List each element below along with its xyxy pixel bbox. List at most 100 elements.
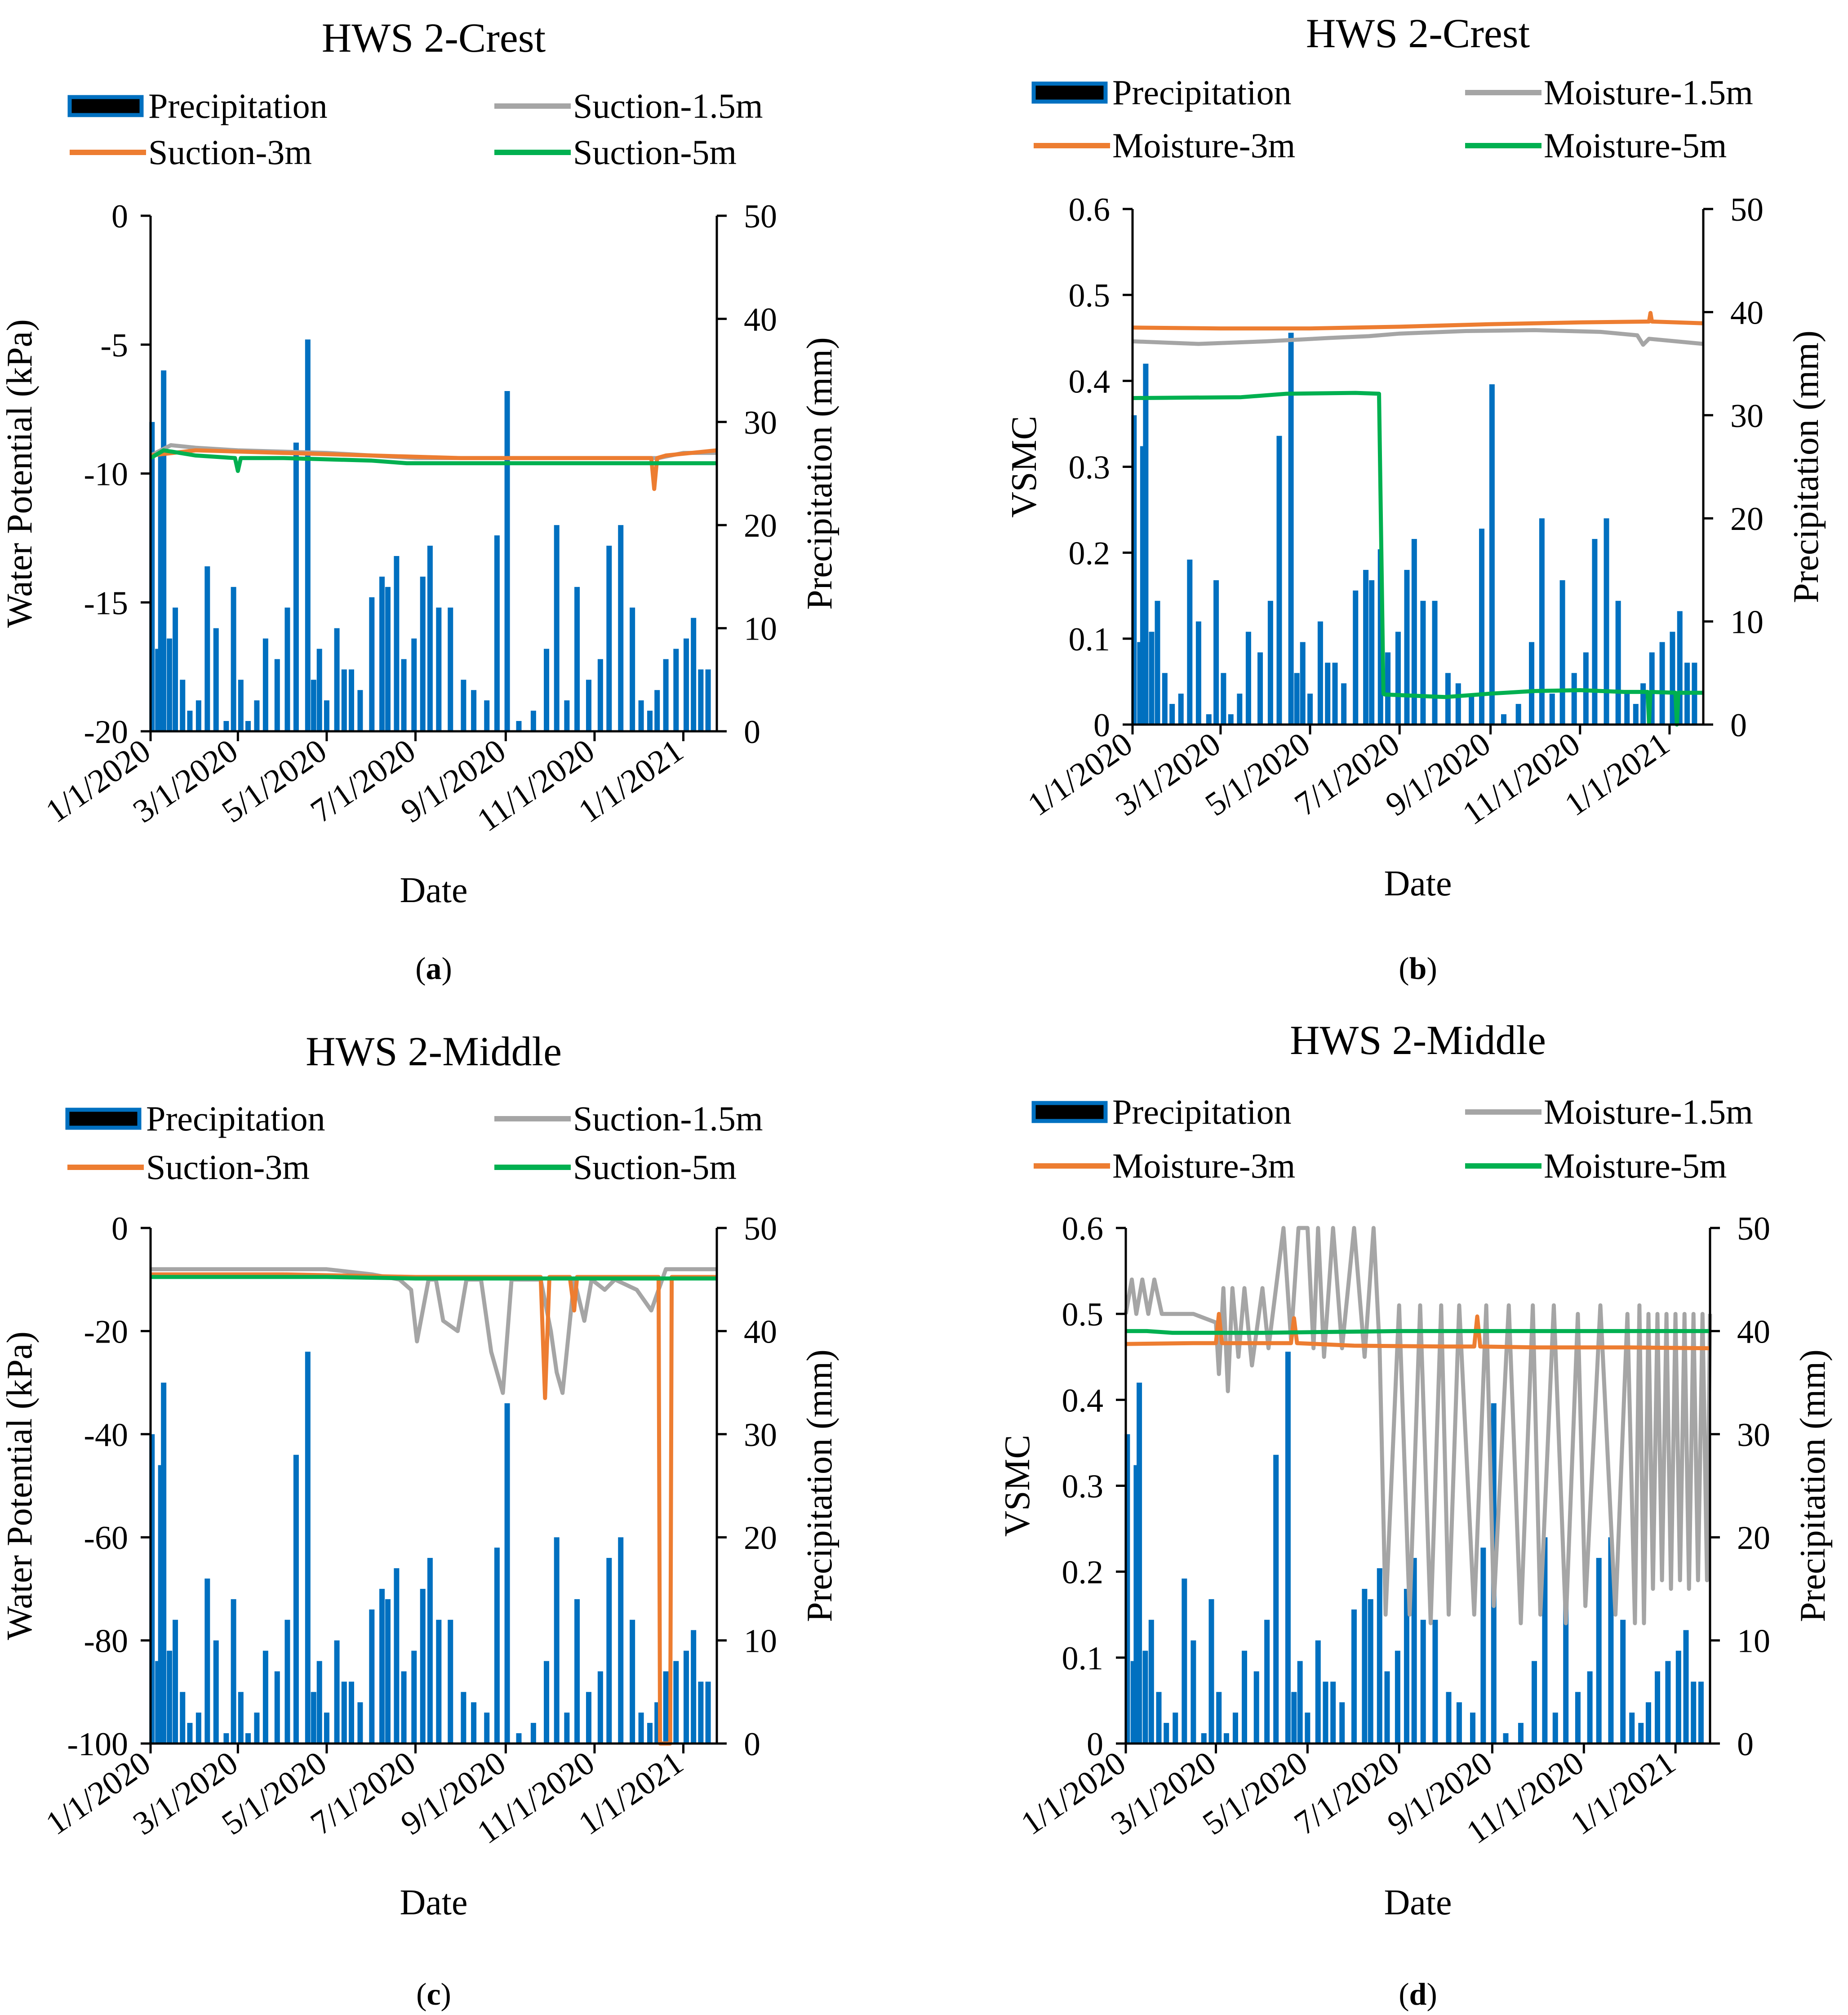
precipitation-bar <box>1620 1619 1626 1744</box>
y2-tick-label: 20 <box>744 1520 777 1557</box>
legend-label: Suction-3m <box>148 133 312 172</box>
precipitation-bar <box>1353 590 1359 725</box>
precipitation-bar <box>1604 518 1609 725</box>
precipitation-bar <box>385 1599 391 1744</box>
precipitation-bar <box>1187 559 1193 725</box>
y-tick-label: 0.4 <box>1062 1382 1104 1419</box>
precipitation-bar <box>544 1661 550 1744</box>
legend-item: Moisture-5m <box>1465 126 1727 165</box>
precipitation-bar <box>1515 704 1521 725</box>
panel-caption: (d) <box>1399 1977 1437 2012</box>
precipitation-bar <box>574 587 580 731</box>
y-tick-label: 0.5 <box>1069 277 1111 314</box>
precipitation-bar <box>379 1588 385 1744</box>
precipitation-bar <box>1698 1681 1704 1744</box>
precipitation-bar <box>1213 580 1219 725</box>
x-tick-label: 1/1/2020 <box>1014 1744 1133 1842</box>
precipitation-bar <box>284 607 290 731</box>
precipitation-bar <box>334 1640 340 1744</box>
precipitation-bars <box>149 339 711 731</box>
precipitation-bar <box>357 690 363 731</box>
legend-label: Suction-5m <box>573 1148 737 1187</box>
precipitation-bar <box>1549 694 1555 725</box>
chart-title: HWS 2-Middle <box>1290 1017 1546 1063</box>
panel-c: HWS 2-Middle Precipitation Suction-1.5m Suc… <box>0 1028 840 2012</box>
precipitation-bar <box>1149 632 1155 725</box>
precipitation-bars <box>1131 333 1697 725</box>
precipitation-bar <box>705 669 711 731</box>
precipitation-bar <box>1315 1640 1321 1744</box>
precipitation-bar <box>274 659 280 731</box>
legend-item: Precipitation <box>67 86 328 125</box>
precipitation-bar <box>1221 673 1226 725</box>
precipitation-bars <box>149 1352 711 1744</box>
legend-label: Suction-1.5m <box>573 1099 763 1138</box>
precipitation-bar <box>1518 1723 1524 1744</box>
precipitation-bar <box>1615 600 1621 725</box>
precipitation-bar <box>484 1713 490 1744</box>
y2-tick-label: 50 <box>744 198 777 235</box>
precipitation-bar <box>564 1713 570 1744</box>
precipitation-bar <box>1501 714 1506 725</box>
precipitation-bar <box>1489 384 1495 725</box>
precipitation-bar <box>1178 694 1184 725</box>
precipitation-bar <box>1363 569 1369 725</box>
precipitation-bar <box>1683 1630 1689 1744</box>
precipitation-bar <box>1332 663 1338 725</box>
y-tick-label: -20 <box>84 1313 128 1350</box>
y-tick-label: -5 <box>100 327 128 364</box>
precipitation-bar <box>180 680 186 731</box>
precipitation-bar <box>586 680 591 731</box>
y2-tick-label: 10 <box>744 1623 777 1660</box>
legend: Precipitation Moisture-1.5m Moisture-3m Moi… <box>1031 73 1753 165</box>
y-tick-label: 0.5 <box>1062 1296 1104 1333</box>
precipitation-bar <box>638 1713 644 1744</box>
y2-tick-label: 0 <box>1737 1726 1754 1763</box>
y-tick-label: 0.2 <box>1062 1554 1104 1591</box>
precipitation-bar <box>448 1619 453 1744</box>
x-axis-title: Date <box>1384 1883 1452 1922</box>
y-tick-label: 0.1 <box>1069 621 1111 658</box>
precipitation-bar <box>1242 1650 1248 1744</box>
precipitation-bar <box>1479 529 1485 725</box>
y2-tick-label: 0 <box>744 714 760 751</box>
precipitation-bar <box>1455 683 1461 725</box>
chart-title: HWS 2-Middle <box>306 1028 562 1074</box>
precipitation-bar <box>195 700 201 731</box>
y2-tick-label: 40 <box>744 1313 777 1350</box>
precipitation-bar <box>647 1723 653 1744</box>
precipitation-bar <box>673 649 679 731</box>
precipitation-bar <box>379 576 385 731</box>
legend-item: Suction-1.5m <box>494 1099 763 1138</box>
precipitation-bar <box>369 1609 375 1744</box>
y2-tick-label: 40 <box>1730 294 1764 331</box>
precipitation-bar <box>1156 1692 1162 1744</box>
precipitation-bar <box>385 587 391 731</box>
series-line <box>1132 311 1704 331</box>
precipitation-bar <box>334 628 340 731</box>
precipitation-bar <box>1655 1671 1661 1744</box>
precipitation-bar <box>369 597 375 731</box>
precipitation-bar <box>231 1599 236 1744</box>
precipitation-bar <box>204 566 210 731</box>
y-axis-title: VSMC <box>998 1435 1037 1537</box>
chart-title: HWS 2-Crest <box>1306 10 1530 56</box>
legend: Precipitation Suction-1.5m Suction-3m Sucti… <box>67 86 763 172</box>
precipitation-bar <box>698 1681 704 1744</box>
y2-tick-label: 20 <box>1737 1520 1770 1557</box>
precipitation-bar <box>630 1619 635 1744</box>
legend-swatch <box>1031 1101 1108 1123</box>
panel-caption: (a) <box>415 952 452 986</box>
precipitation-bar <box>1307 694 1313 725</box>
precipitation-bar <box>1529 642 1535 725</box>
precipitation-bar <box>1164 1723 1169 1744</box>
precipitation-bar <box>1369 580 1375 725</box>
series-line <box>1125 1312 1710 1351</box>
precipitation-bar <box>1317 621 1323 725</box>
y2-tick-label: 20 <box>1730 501 1764 538</box>
precipitation-bar <box>1228 714 1234 725</box>
precipitation-bar <box>1385 652 1391 725</box>
precipitation-bar <box>1325 663 1331 725</box>
precipitation-bar <box>411 1650 417 1744</box>
legend-label: Precipitation <box>1112 1092 1292 1131</box>
